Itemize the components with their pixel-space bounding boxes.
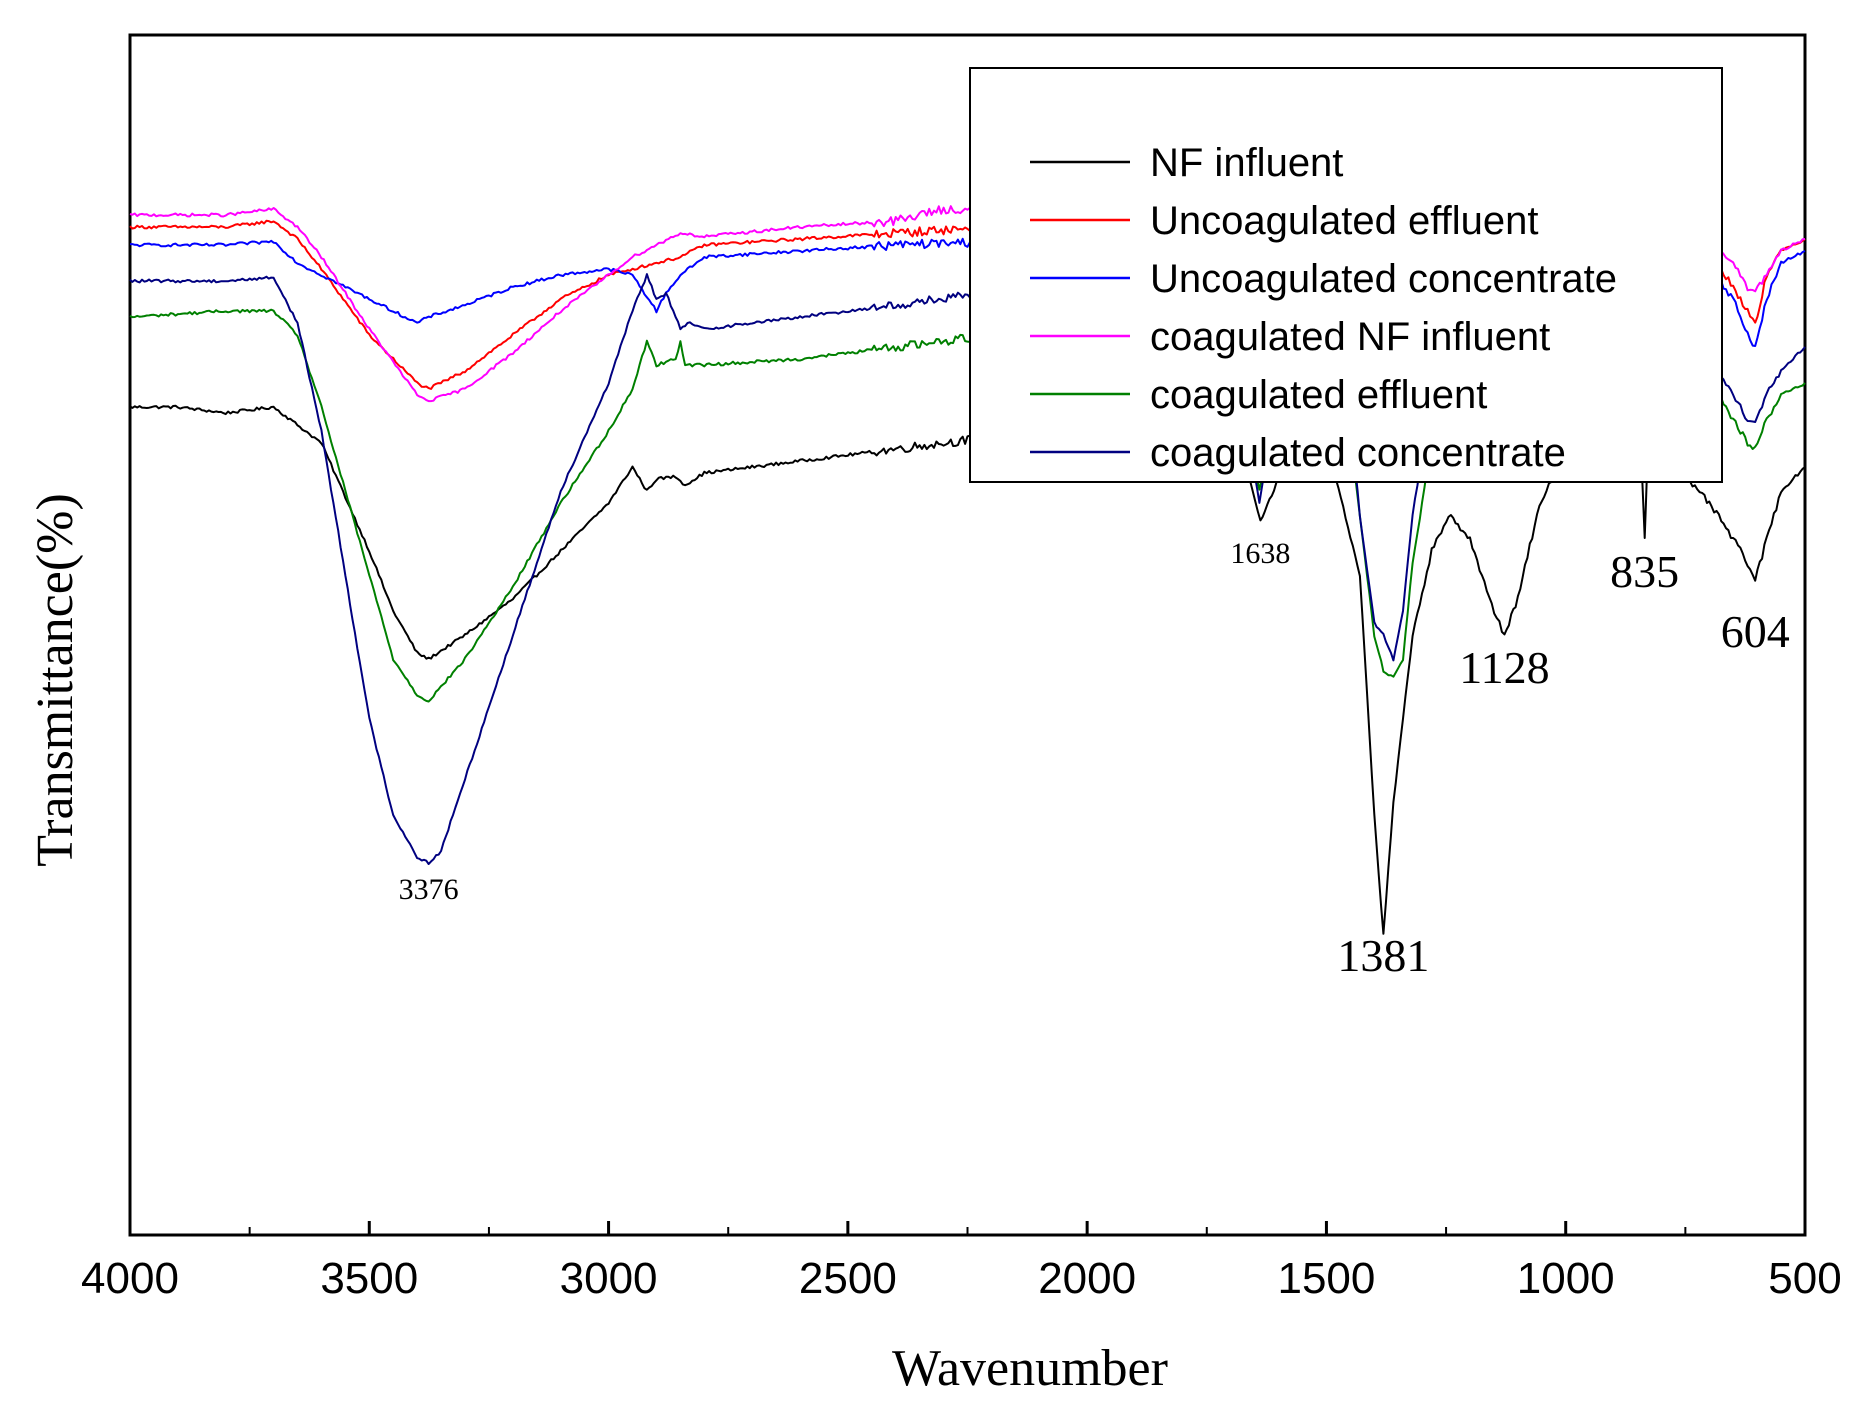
x-axis-title: Wavenumber [892, 1340, 1168, 1397]
legend-entries: NF influent Uncoagulated effluent Uncoagul… [1030, 141, 1617, 475]
x-tick-label: 3000 [560, 1254, 658, 1303]
x-tick-label: 2000 [1038, 1254, 1136, 1303]
x-tick-label: 4000 [81, 1254, 179, 1303]
legend-label-coagulated-nf-influent: coagulated NF influent [1150, 315, 1550, 359]
x-tick-label: 500 [1768, 1254, 1841, 1303]
peak-label-3376: 3376 [399, 873, 459, 906]
x-tick-label: 1500 [1277, 1254, 1375, 1303]
peak-label-835: 835 [1610, 546, 1679, 597]
peak-label-1128: 1128 [1459, 642, 1549, 693]
peak-label-604: 604 [1721, 606, 1790, 657]
legend-label-coagulated-effluent: coagulated effluent [1150, 373, 1487, 417]
series-line-nf-influent [129, 403, 1806, 935]
x-tick-label: 2500 [799, 1254, 897, 1303]
legend-label-nf-influent: NF influent [1150, 141, 1343, 185]
legend-label-coagulated-concentrate: coagulated concentrate [1150, 431, 1566, 475]
peak-label-1381: 1381 [1337, 930, 1429, 981]
legend-label-uncoagulated-effluent: Uncoagulated effluent [1150, 199, 1538, 243]
legend-label-uncoagulated-concentrate: Uncoagulated concentrate [1150, 257, 1617, 301]
x-tick-label: 1000 [1517, 1254, 1615, 1303]
x-tick-label: 3500 [320, 1254, 418, 1303]
peak-label-1638: 1638 [1230, 537, 1290, 570]
x-axis-ticks: 4000 3500 3000 2500 2000 1500 1000 500 [81, 1221, 1842, 1303]
legend: NF influent Uncoagulated effluent Uncoagul… [969, 67, 1723, 483]
y-axis-title: Transmittance(%) [27, 493, 84, 867]
legend-box [969, 67, 1723, 483]
peak-annotations: 3376 1638 1381 1128 835 604 [399, 537, 1790, 981]
